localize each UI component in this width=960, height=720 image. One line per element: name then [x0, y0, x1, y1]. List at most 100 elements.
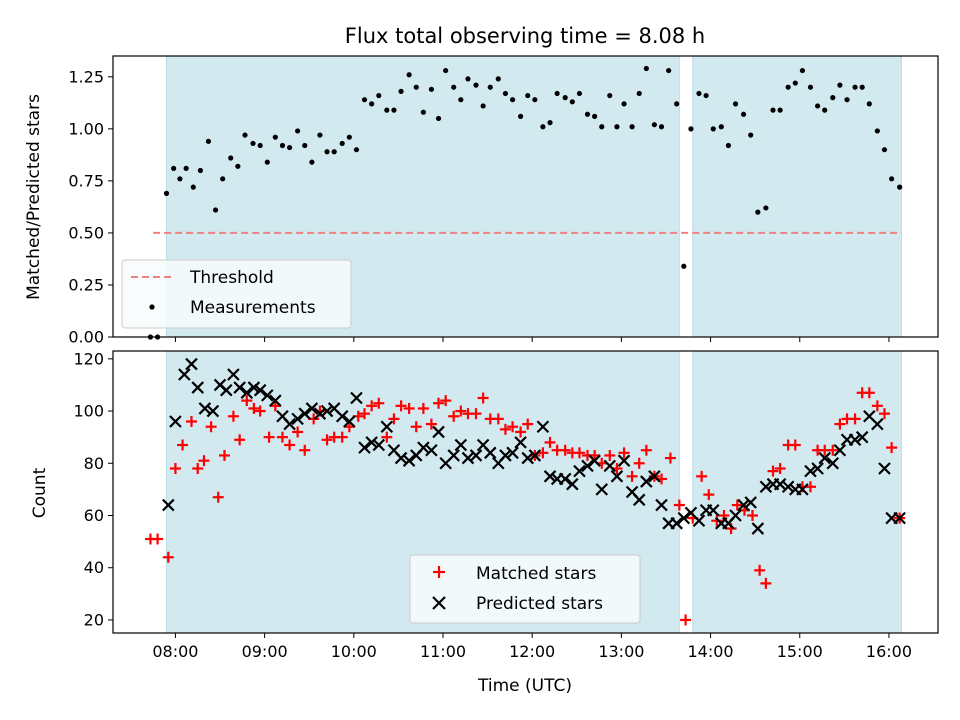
- predicted-star-point: [536, 420, 550, 434]
- measurement-point: [688, 126, 694, 132]
- matched-star-point: [618, 447, 630, 459]
- top-legend-box: [121, 259, 352, 329]
- x-tick-label: 08:00: [152, 642, 198, 661]
- measurement-point: [361, 97, 368, 103]
- chart-title: Flux total observing time = 8.08 h: [345, 24, 705, 48]
- predicted-star-point: [417, 441, 430, 454]
- y-tick-label: 40: [84, 558, 104, 577]
- top-legend[interactable]: Threshold Measurements: [121, 259, 352, 329]
- predicted-star-point: [826, 456, 840, 470]
- predicted-star-point: [461, 451, 475, 465]
- measurement-point: [554, 90, 560, 97]
- predicted-star-point: [804, 464, 817, 478]
- matched-star-point: [804, 481, 816, 493]
- predicted-star-point: [506, 446, 519, 460]
- y-tick-label: 100: [73, 402, 104, 421]
- bottom-legend[interactable]: Matched stars Predicted stars: [409, 554, 641, 624]
- matched-star-point: [212, 491, 224, 503]
- matched-star-point: [834, 418, 846, 430]
- measurement-point: [295, 128, 301, 134]
- measurement-point: [576, 90, 583, 97]
- matched-star-point: [177, 439, 189, 451]
- y-tick-label: 0.75: [68, 171, 104, 190]
- matched-star-point: [871, 400, 883, 412]
- measurement-point: [592, 113, 598, 119]
- measurement-points: [147, 65, 903, 340]
- threshold-legend-label: Threshold: [189, 268, 274, 288]
- bottom-panel: 20 40 60 80 100 120 08:00 09:00 10:00 11:00 12:00…: [30, 349, 939, 696]
- measurement-point: [607, 92, 613, 99]
- measurement-point: [384, 107, 390, 113]
- measurement-point: [212, 207, 219, 213]
- predicted-star-point: [483, 446, 497, 460]
- measurement-point: [264, 159, 270, 165]
- measurement-point: [599, 124, 605, 130]
- matched-star-point: [878, 408, 890, 420]
- x-axis-label: Time (UTC): [477, 676, 572, 696]
- y-tick-label: 60: [84, 506, 104, 525]
- measurement-point: [897, 184, 903, 190]
- measurement-point: [502, 90, 509, 97]
- predicted-star-point: [198, 402, 212, 415]
- matched-star-point: [604, 449, 616, 461]
- matched-star-point: [703, 489, 715, 501]
- matched-star-point: [395, 400, 407, 412]
- measurement-point: [398, 88, 404, 94]
- measurement-point: [369, 101, 375, 107]
- matched-star-point: [640, 444, 652, 456]
- predicted-star-point: [233, 381, 246, 394]
- predicted-star-point: [425, 443, 438, 457]
- matched-star-point: [633, 457, 645, 469]
- matched-star-point: [789, 439, 801, 451]
- matched-star-point: [263, 431, 275, 443]
- matched-star-markers: [144, 387, 906, 626]
- measurement-point: [257, 142, 263, 149]
- predicted-star-point: [692, 514, 706, 528]
- predicted-star-point: [499, 449, 512, 462]
- matched-star-point: [241, 395, 253, 407]
- measurement-point: [220, 176, 226, 182]
- matched-star-point: [754, 564, 766, 576]
- predicted-star-point: [219, 383, 233, 397]
- measurement-point: [163, 190, 170, 196]
- measurement-point: [859, 84, 865, 90]
- measurement-point: [473, 82, 479, 88]
- measurement-point: [866, 101, 872, 107]
- matched-star-point: [403, 402, 415, 414]
- measurement-point: [651, 122, 657, 128]
- measurement-point: [353, 147, 360, 153]
- measurement-point: [852, 84, 858, 90]
- measurement-point: [837, 82, 843, 88]
- measurement-point: [317, 132, 323, 138]
- measurements-legend-label: Measurements: [190, 298, 316, 318]
- measurement-point: [621, 101, 627, 107]
- matched-star-point: [827, 444, 839, 456]
- predicted-star-point: [588, 454, 601, 467]
- matched-star-point: [448, 410, 460, 422]
- matched-star-point: [169, 463, 181, 474]
- predicted-star-point: [566, 477, 579, 491]
- measurement-point: [235, 163, 241, 169]
- measurement-point: [205, 138, 212, 144]
- matched-star-point: [185, 416, 197, 427]
- matched-star-point: [522, 418, 534, 430]
- matched-star-point: [227, 410, 239, 422]
- measurement-point: [190, 184, 196, 190]
- measurement-point: [197, 167, 204, 174]
- measurement-point: [844, 97, 850, 103]
- matched-star-point: [673, 499, 685, 511]
- predicted-star-point: [227, 368, 240, 381]
- bottom-legend-box: [409, 554, 641, 624]
- matched-star-point: [218, 449, 230, 461]
- predicted-star-point: [206, 404, 220, 418]
- predicted-star-point: [514, 436, 527, 449]
- matched-star-point: [366, 400, 378, 412]
- measurement-point: [755, 209, 761, 215]
- measurement-point: [391, 107, 397, 113]
- predicted-star-point: [796, 483, 809, 496]
- matched-star-point: [849, 413, 861, 425]
- measurement-point: [465, 76, 471, 82]
- predicted-star-point: [744, 496, 757, 509]
- predicted-star-point: [893, 511, 906, 525]
- predicted-star-point: [528, 449, 542, 462]
